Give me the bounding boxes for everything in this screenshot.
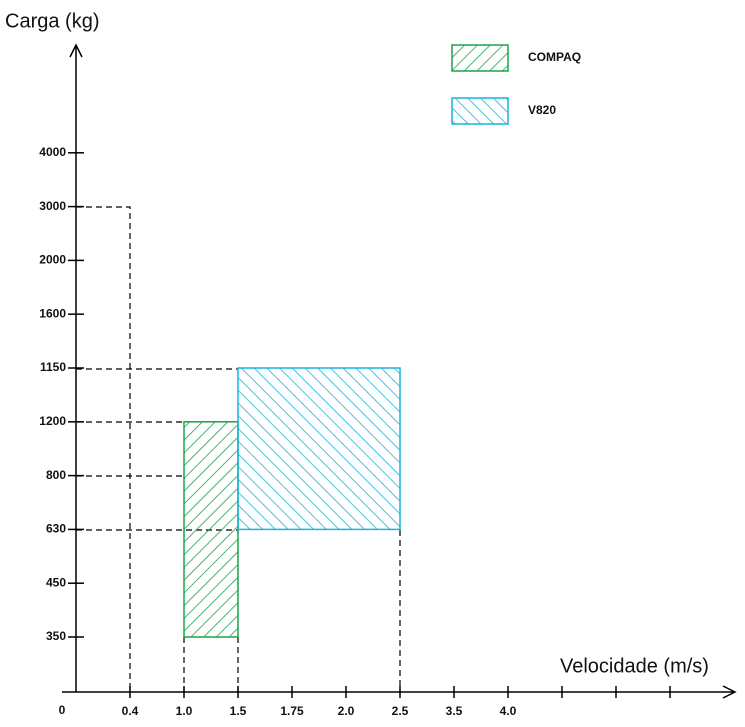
range-box [183,421,239,638]
y-tick-label: 800 [46,468,66,482]
guides [76,206,401,692]
legend-label: COMPAQ [528,50,581,64]
x-tick-label: 1.0 [176,704,193,718]
y-tick-label: 1600 [39,306,66,320]
y-tick-label: 2000 [39,253,66,267]
x-tick-label: 0.4 [122,704,139,718]
range-box [237,367,401,531]
x-tick-label: 2.5 [392,704,409,718]
y-tick-label: 4000 [39,145,66,159]
x-tick-label: 3.5 [446,704,463,718]
extra-ticks [561,686,671,698]
x-axis [62,685,737,699]
legend-label: V820 [528,103,556,117]
x-tick-label: 1.75 [280,704,304,718]
x-axis-title: Velocidade (m/s) [560,655,709,677]
legend-swatch [451,97,509,125]
x-tick-label: 1.5 [230,704,247,718]
x-tick-label: 0 [59,703,66,717]
legend-swatch [451,44,509,72]
y-tick-label: 450 [46,575,66,589]
y-tick-label: 350 [46,629,66,643]
y-axis-title: Carga (kg) [5,10,99,32]
y-tick-label: 1150 [40,360,66,374]
x-tick-label: 4.0 [500,704,517,718]
y-tick-label: 3000 [39,199,66,213]
x-tick-label: 2.0 [338,704,355,718]
y-tick-label: 1200 [39,414,66,428]
y-tick-label: 630 [46,522,66,536]
